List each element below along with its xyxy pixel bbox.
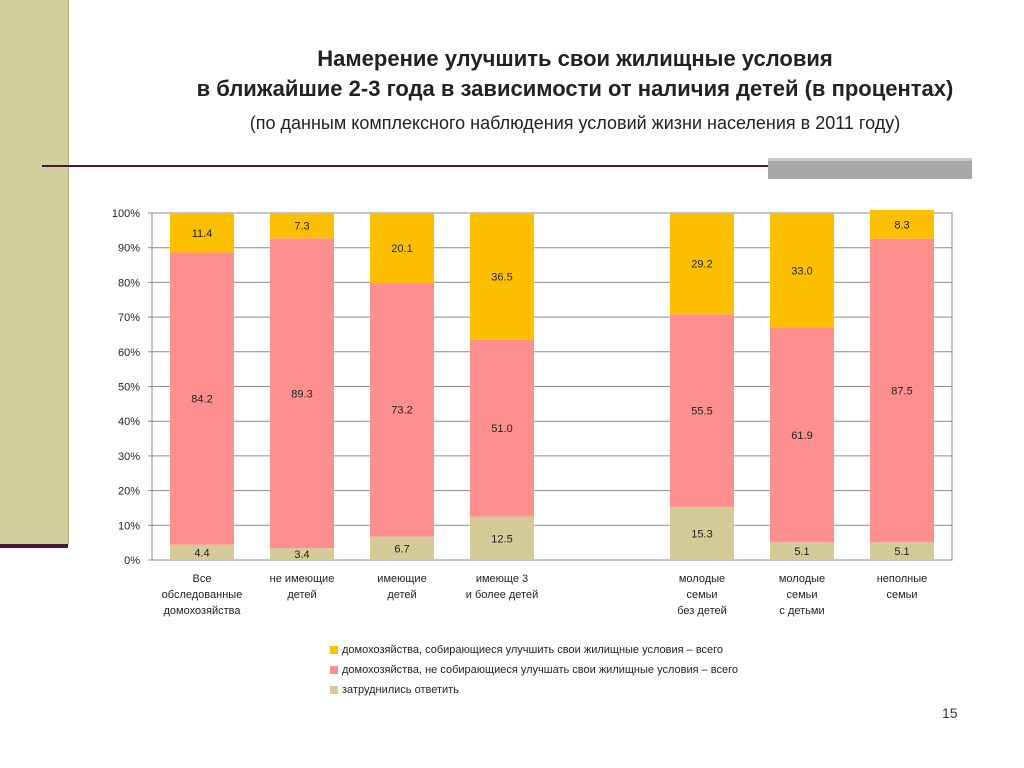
data-label: 5.1 (794, 546, 809, 558)
data-label: 51.0 (491, 423, 512, 435)
header-decor-block (768, 158, 972, 179)
data-label: 20.1 (391, 243, 412, 255)
bar-segment (770, 542, 834, 560)
bar-segment (670, 506, 734, 560)
data-label: 73.2 (391, 405, 412, 417)
y-tick-label: 80% (118, 277, 140, 289)
x-tick-label: семьи (686, 589, 717, 601)
bar-segment (270, 238, 334, 549)
bar-segment (770, 327, 834, 543)
y-tick-label: 100% (112, 208, 140, 220)
bar-segment (170, 252, 234, 545)
x-tick-label: неполные (877, 573, 928, 585)
legend-swatch-hard-to-say (330, 686, 338, 694)
x-tick-label: имеющие (377, 573, 426, 585)
x-tick-label: не имеющие (270, 573, 335, 585)
legend-label-not-improve: домохозяйства, не собирающиеся улучшать … (342, 664, 739, 676)
data-label: 3.4 (294, 549, 309, 561)
x-tick-label: молодые (679, 573, 725, 585)
data-label: 12.5 (491, 533, 512, 545)
bar-segment (470, 339, 534, 517)
page-subtitle: (по данным комплексного наблюдения услов… (249, 113, 901, 133)
page-title: Намерение улучшить свои жилищные условия… (70, 44, 1024, 104)
legend-swatch-improve (330, 646, 338, 654)
x-tick-label: детей (387, 589, 416, 601)
y-tick-label: 90% (118, 243, 140, 255)
data-label: 89.3 (291, 388, 312, 400)
bar-segment (770, 213, 834, 328)
y-tick-label: 70% (118, 312, 140, 324)
bar-segment (370, 213, 434, 283)
bar-segment (670, 314, 734, 507)
data-label: 55.5 (691, 406, 712, 418)
bar-segment (870, 238, 934, 543)
x-tick-label: детей (287, 589, 316, 601)
legend-label-improve: домохозяйства, собирающиеся улучшить сво… (342, 644, 724, 656)
x-tick-label: домохозяйства (164, 605, 242, 617)
side-decor-line (0, 544, 68, 548)
legend-label-hard-to-say: затруднились ответить (342, 684, 459, 696)
x-tick-label: обследованные (162, 589, 243, 601)
bar-segment (270, 213, 334, 239)
page-number: 15 (942, 705, 958, 721)
legend-item-improve: домохозяйства, собирающиеся улучшить сво… (330, 640, 738, 660)
data-label: 7.3 (294, 221, 309, 233)
data-label: 8.3 (894, 219, 909, 231)
data-label: 4.4 (194, 547, 209, 559)
x-tick-label: молодые (779, 573, 825, 585)
title-line-1: Намерение улучшить свои жилищные условия (317, 46, 833, 71)
legend-item-hard-to-say: затруднились ответить (330, 680, 738, 700)
title-line-2: в ближайшие 2-3 года в зависимости от на… (196, 76, 954, 101)
y-tick-label: 40% (118, 416, 140, 428)
y-tick-label: 0% (124, 555, 140, 567)
header-divider (42, 165, 972, 167)
data-label: 36.5 (491, 271, 512, 283)
side-decor-band (0, 0, 69, 545)
data-label: 11.4 (192, 228, 213, 240)
bar-segment (870, 542, 934, 560)
x-tick-label: семьи (786, 589, 817, 601)
bar-segment (170, 544, 234, 560)
data-label: 5.1 (894, 546, 909, 558)
bar-segment (270, 548, 334, 560)
y-tick-label: 50% (118, 382, 140, 394)
y-tick-label: 60% (118, 347, 140, 359)
legend-item-not-improve: домохозяйства, не собирающиеся улучшать … (330, 660, 738, 680)
bar-segment (170, 213, 234, 253)
x-tick-label: и более детей (466, 589, 538, 601)
data-label: 61.9 (791, 430, 812, 442)
x-tick-label: Все (193, 573, 212, 585)
bar-segment (870, 209, 934, 239)
y-tick-label: 20% (118, 486, 140, 498)
data-label: 29.2 (691, 259, 712, 271)
bar-segment (670, 213, 734, 315)
y-tick-label: 10% (118, 520, 140, 532)
x-tick-label: без детей (677, 605, 727, 617)
data-label: 33.0 (791, 265, 812, 277)
data-label: 84.2 (191, 394, 212, 406)
legend-swatch-not-improve (330, 666, 338, 674)
x-tick-label: имеюще 3 (476, 573, 528, 585)
bar-segment (370, 282, 434, 537)
x-tick-label: с детьми (779, 605, 824, 617)
data-label: 15.3 (691, 528, 712, 540)
y-tick-label: 30% (118, 451, 140, 463)
bar-segment (470, 213, 534, 340)
data-label: 87.5 (891, 385, 912, 397)
bar-segment (370, 536, 434, 560)
bar-segment (470, 516, 534, 560)
chart-legend: домохозяйства, собирающиеся улучшить сво… (330, 640, 738, 700)
data-label: 6.7 (394, 543, 409, 555)
x-tick-label: семьи (886, 589, 917, 601)
